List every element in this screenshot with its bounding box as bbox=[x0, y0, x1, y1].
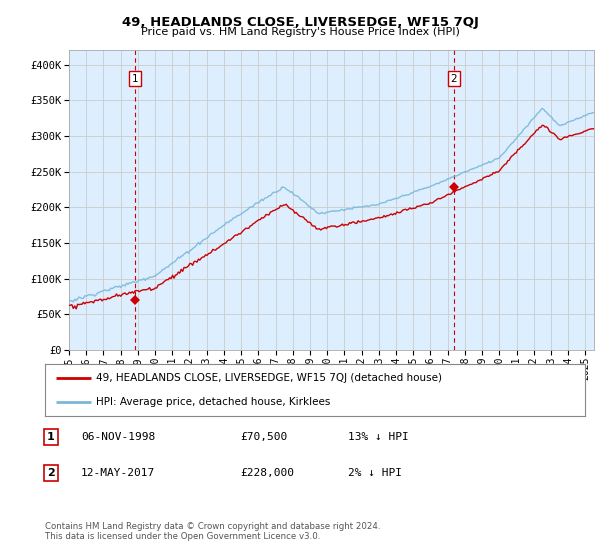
Text: 2% ↓ HPI: 2% ↓ HPI bbox=[348, 468, 402, 478]
Text: 1: 1 bbox=[132, 74, 139, 84]
Text: £228,000: £228,000 bbox=[240, 468, 294, 478]
Text: 49, HEADLANDS CLOSE, LIVERSEDGE, WF15 7QJ: 49, HEADLANDS CLOSE, LIVERSEDGE, WF15 7Q… bbox=[122, 16, 478, 29]
Text: 13% ↓ HPI: 13% ↓ HPI bbox=[348, 432, 409, 442]
Text: 49, HEADLANDS CLOSE, LIVERSEDGE, WF15 7QJ (detached house): 49, HEADLANDS CLOSE, LIVERSEDGE, WF15 7Q… bbox=[96, 373, 442, 383]
Text: HPI: Average price, detached house, Kirklees: HPI: Average price, detached house, Kirk… bbox=[96, 396, 331, 407]
Text: Price paid vs. HM Land Registry's House Price Index (HPI): Price paid vs. HM Land Registry's House … bbox=[140, 27, 460, 38]
Text: 06-NOV-1998: 06-NOV-1998 bbox=[81, 432, 155, 442]
Text: £70,500: £70,500 bbox=[240, 432, 287, 442]
Text: 1: 1 bbox=[47, 432, 55, 442]
Text: 12-MAY-2017: 12-MAY-2017 bbox=[81, 468, 155, 478]
Text: Contains HM Land Registry data © Crown copyright and database right 2024.
This d: Contains HM Land Registry data © Crown c… bbox=[45, 522, 380, 542]
Text: 2: 2 bbox=[451, 74, 457, 84]
Text: 2: 2 bbox=[47, 468, 55, 478]
